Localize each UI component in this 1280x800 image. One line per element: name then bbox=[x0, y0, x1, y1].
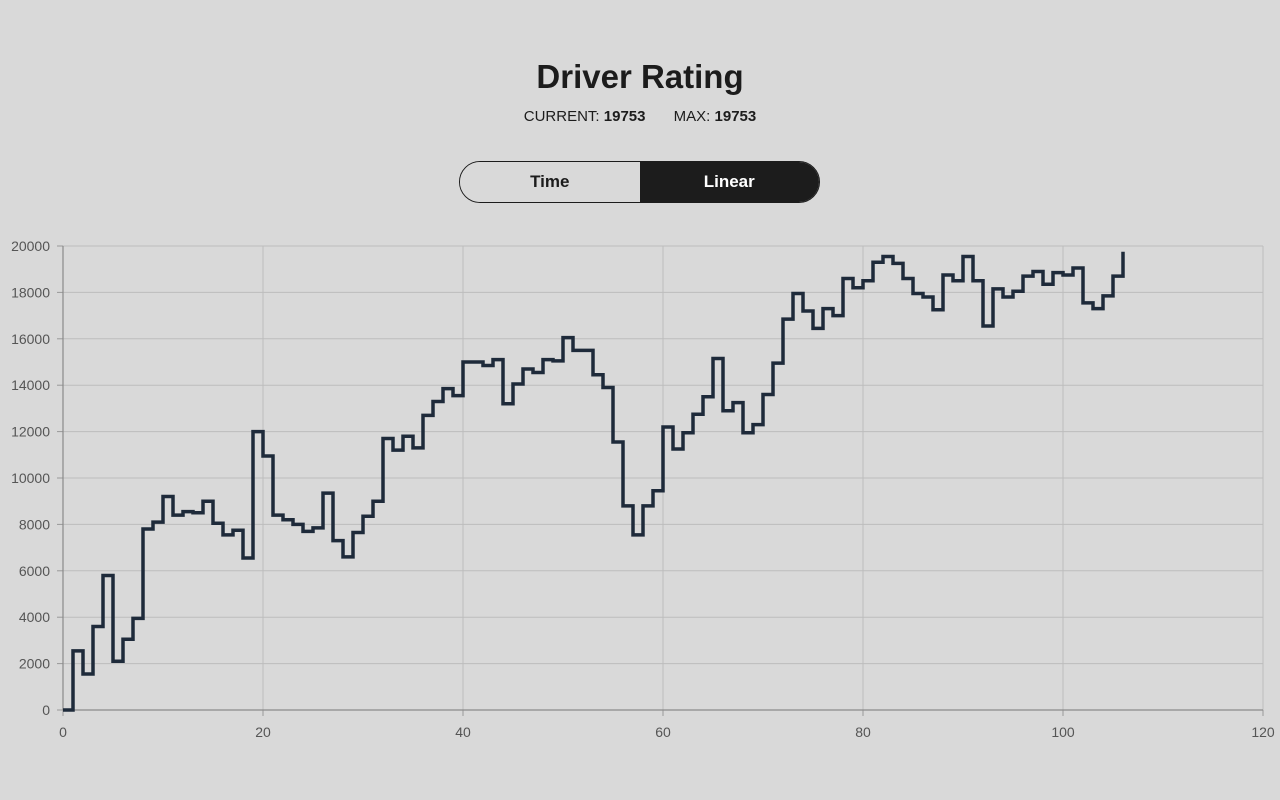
y-tick-label: 16000 bbox=[11, 331, 50, 347]
rating-stats: CURRENT: 19753 MAX: 19753 bbox=[0, 108, 1280, 125]
y-tick-label: 4000 bbox=[19, 609, 50, 625]
y-tick-label: 18000 bbox=[11, 284, 50, 300]
y-tick-label: 14000 bbox=[11, 377, 50, 393]
axis-mode-toggle: Time Linear bbox=[459, 161, 820, 203]
linear-button[interactable]: Linear bbox=[639, 162, 819, 202]
page-title: Driver Rating bbox=[536, 58, 744, 95]
axes bbox=[57, 245, 1264, 716]
x-tick-label: 80 bbox=[855, 724, 871, 740]
x-tick-label: 20 bbox=[255, 724, 271, 740]
y-tick-label: 2000 bbox=[19, 656, 50, 672]
x-tick-label: 0 bbox=[59, 724, 67, 740]
y-tick-label: 0 bbox=[42, 702, 50, 718]
y-tick-label: 6000 bbox=[19, 563, 50, 579]
max-rating: MAX: 19753 bbox=[674, 108, 757, 125]
rating-chart: 0 20 40 60 80 100 120 0 2000 4000 6000 8000 10000 120… bbox=[11, 238, 1275, 740]
rating-series-line bbox=[63, 251, 1125, 712]
max-value: 19753 bbox=[714, 108, 757, 125]
x-tick-label: 60 bbox=[655, 724, 671, 740]
time-button[interactable]: Time bbox=[460, 162, 640, 202]
y-tick-label: 8000 bbox=[19, 516, 50, 532]
x-tick-label: 120 bbox=[1251, 724, 1275, 740]
current-label: CURRENT: bbox=[523, 108, 600, 125]
tick-labels: 0 20 40 60 80 100 120 0 2000 4000 6000 8000 10000 120… bbox=[11, 238, 1275, 740]
x-tick-label: 40 bbox=[455, 724, 471, 740]
max-label: MAX: bbox=[673, 108, 711, 125]
current-rating: CURRENT: 19753 bbox=[524, 108, 646, 125]
current-value: 19753 bbox=[603, 108, 646, 125]
x-tick-label: 100 bbox=[1051, 724, 1075, 740]
y-tick-label: 12000 bbox=[11, 424, 50, 440]
y-tick-label: 10000 bbox=[11, 470, 50, 486]
y-tick-label: 20000 bbox=[11, 238, 50, 254]
series bbox=[62, 251, 1125, 712]
